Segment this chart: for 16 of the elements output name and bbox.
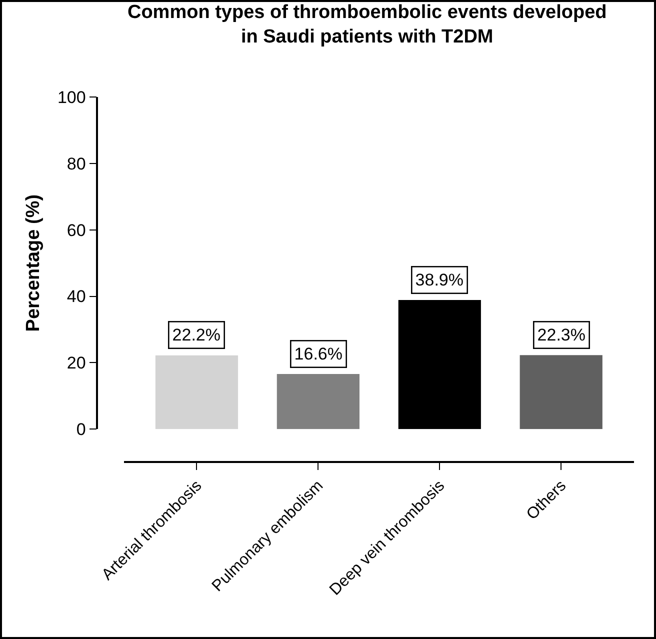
data-label: 22.3% — [537, 325, 586, 344]
data-label: 38.9% — [415, 270, 464, 290]
bar — [520, 355, 602, 430]
y-tick-label: 40 — [66, 287, 86, 306]
chart-title: Common types of thromboembolic events developed in Saudi patients with T2DM — [127, 2, 607, 48]
bar — [276, 374, 360, 430]
data-label: 22.2% — [172, 325, 221, 344]
y-tick-label: 60 — [66, 220, 86, 240]
y-tick-label: 0 — [76, 420, 86, 440]
y-tick-label: 80 — [66, 154, 86, 174]
data-label: 16.6% — [294, 344, 343, 364]
bar — [155, 355, 238, 430]
y-tick-label: 100 — [57, 88, 86, 107]
bar — [398, 300, 481, 430]
y-tick-label: 20 — [66, 354, 86, 373]
y-axis-title: Percentage (%) — [22, 194, 44, 332]
